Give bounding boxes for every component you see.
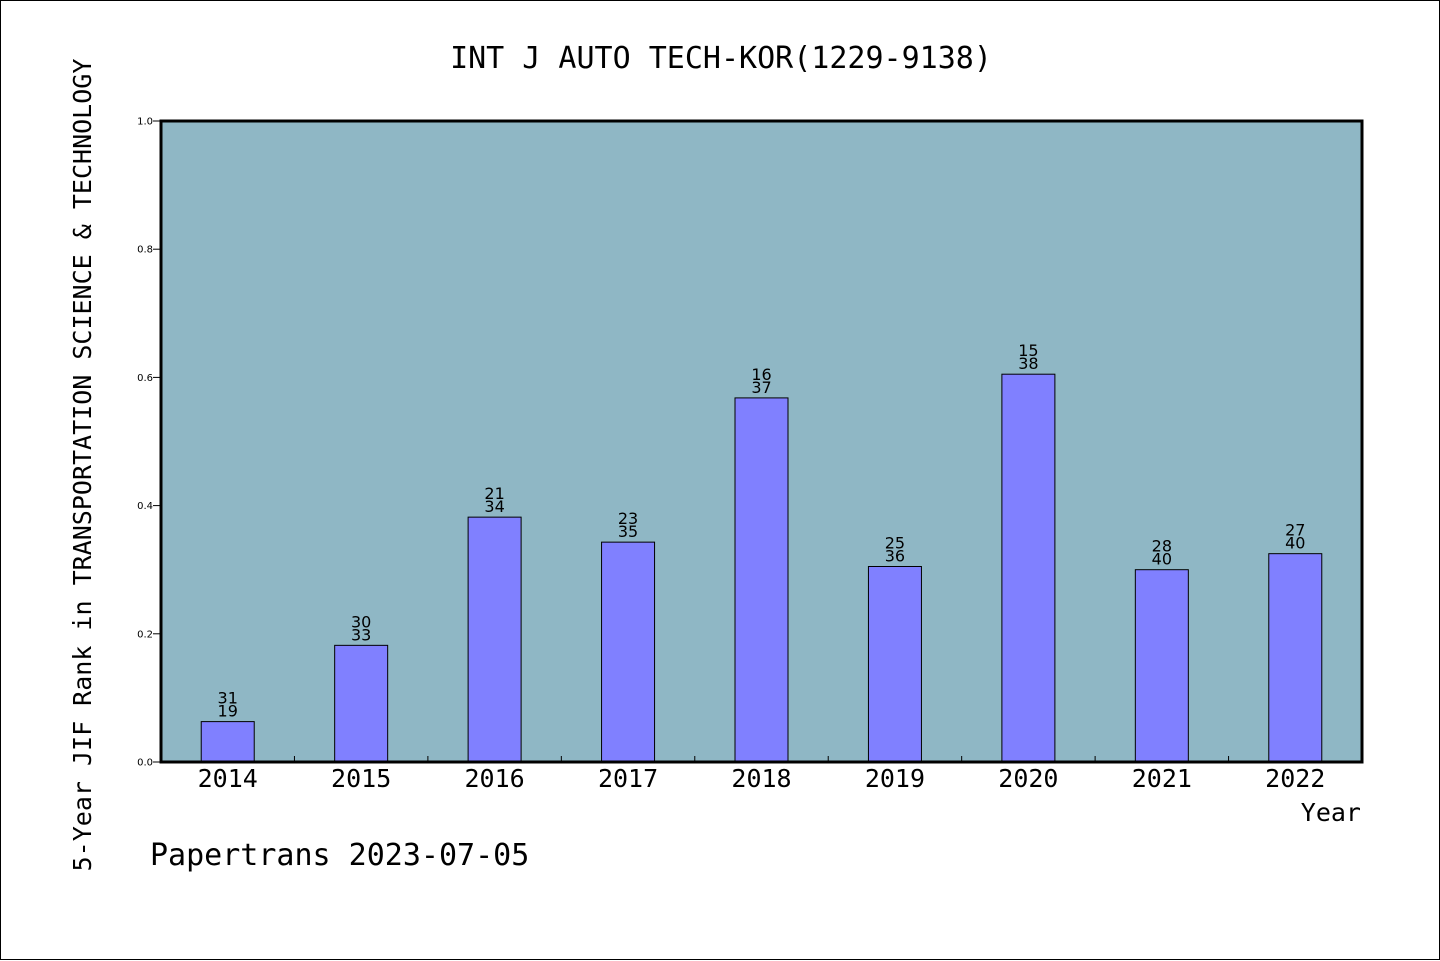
x-axis-label: Year xyxy=(1301,798,1361,827)
bar-2019 xyxy=(867,565,922,763)
bar-rank-label: 21 xyxy=(484,484,504,503)
bar-2021 xyxy=(1134,569,1189,763)
bar-rank-label: 30 xyxy=(351,612,371,631)
x-tick-label: 2015 xyxy=(331,764,391,793)
plot-border xyxy=(159,119,1364,764)
bar-2015 xyxy=(334,644,389,763)
y-tick-label: 0.8 xyxy=(137,245,153,256)
y-tick-label: 0.4 xyxy=(137,501,153,512)
bar-2022 xyxy=(1268,553,1323,763)
x-tick-label: 2022 xyxy=(1265,764,1325,793)
y-ticks: 0.0 0.2 0.4 0.6 0.8 1.0 xyxy=(137,117,161,769)
bar-total-label: 33 xyxy=(351,625,371,644)
bar-total-label: 38 xyxy=(1018,354,1038,373)
bar-total-label: 35 xyxy=(618,522,638,541)
y-tick-label: 0.0 xyxy=(137,758,153,769)
chart-title: INT J AUTO TECH-KOR(1229-9138) xyxy=(450,41,992,76)
x-tick-label: 2019 xyxy=(865,764,925,793)
bar-2018 xyxy=(734,397,789,763)
footer-text: Papertrans 2023-07-05 xyxy=(150,838,529,873)
y-axis-label: 5-Year JIF Rank in TRANSPORTATION SCIENC… xyxy=(68,59,97,872)
x-tick-label: 2021 xyxy=(1132,764,1192,793)
bar-rank-label: 31 xyxy=(218,689,238,708)
bar-2016 xyxy=(467,516,522,763)
bar-rank-label: 15 xyxy=(1018,341,1038,360)
bar-total-label: 36 xyxy=(885,546,905,565)
x-tick-label: 2018 xyxy=(731,764,791,793)
bar-rank-label: 25 xyxy=(885,533,905,552)
x-tick-label: 2014 xyxy=(198,764,258,793)
y-tick-label: 0.2 xyxy=(137,629,153,640)
bar-total-label: 34 xyxy=(484,497,504,516)
bar-rank-label: 16 xyxy=(751,365,771,384)
bar-total-label: 19 xyxy=(218,702,238,721)
bar-total-label: 37 xyxy=(751,378,771,397)
x-tick-label: 2016 xyxy=(465,764,525,793)
bar-rank-label: 28 xyxy=(1152,537,1172,556)
x-tick-label: 2020 xyxy=(998,764,1058,793)
x-ticks: 2014 2015 2016 2017 2018 2019 2020 2021 2022 xyxy=(198,756,1325,793)
bar-rank-label: 23 xyxy=(618,509,638,528)
bar-total-label: 40 xyxy=(1152,550,1172,569)
x-tick-label: 2017 xyxy=(598,764,658,793)
bar-2014 xyxy=(200,721,255,763)
bar-2017 xyxy=(601,541,656,763)
bar-2020 xyxy=(1001,373,1056,763)
y-tick-label: 1.0 xyxy=(137,117,153,128)
bar-total-label: 40 xyxy=(1285,534,1305,553)
y-tick-label: 0.6 xyxy=(137,373,153,384)
bar-rank-label: 27 xyxy=(1285,521,1305,540)
